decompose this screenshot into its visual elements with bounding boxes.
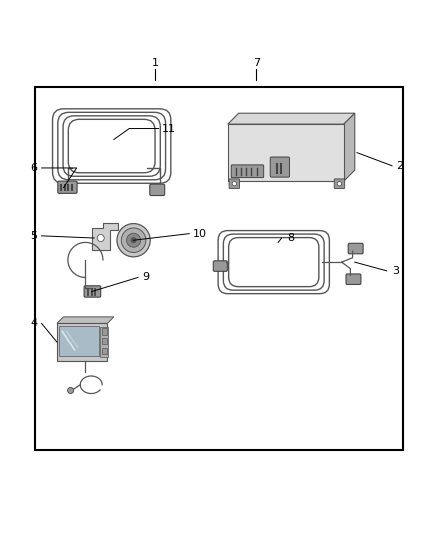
Circle shape [121, 228, 146, 253]
FancyBboxPatch shape [229, 179, 240, 189]
FancyBboxPatch shape [213, 261, 227, 271]
Text: 10: 10 [193, 229, 207, 239]
FancyBboxPatch shape [231, 165, 264, 177]
Text: 11: 11 [162, 124, 176, 134]
Bar [59, 326, 99, 356]
Circle shape [131, 238, 136, 243]
Text: 4: 4 [30, 318, 37, 328]
Bar [35, 87, 403, 450]
Bar [228, 124, 344, 181]
FancyBboxPatch shape [270, 157, 290, 177]
FancyBboxPatch shape [58, 181, 77, 193]
Bar [100, 327, 108, 357]
FancyBboxPatch shape [84, 286, 101, 297]
FancyBboxPatch shape [348, 243, 363, 254]
Bar [102, 328, 107, 335]
Circle shape [67, 387, 74, 393]
Text: 1: 1 [152, 58, 159, 68]
FancyBboxPatch shape [334, 179, 345, 189]
Text: 2: 2 [396, 161, 403, 171]
Text: 7: 7 [253, 58, 260, 68]
Circle shape [117, 223, 150, 257]
Polygon shape [228, 113, 355, 124]
Polygon shape [344, 113, 355, 181]
FancyBboxPatch shape [346, 274, 361, 285]
Text: 6: 6 [30, 163, 37, 173]
Circle shape [97, 235, 104, 241]
Text: 3: 3 [392, 266, 399, 276]
Circle shape [127, 233, 141, 247]
Polygon shape [92, 223, 118, 251]
Bar [57, 324, 107, 361]
FancyBboxPatch shape [150, 184, 165, 196]
Bar [102, 348, 107, 354]
Polygon shape [57, 317, 114, 324]
Circle shape [337, 182, 342, 186]
Text: 8: 8 [287, 233, 294, 243]
Bar [102, 338, 107, 344]
Circle shape [232, 182, 237, 186]
Text: 5: 5 [30, 231, 37, 241]
Text: 9: 9 [142, 272, 149, 282]
